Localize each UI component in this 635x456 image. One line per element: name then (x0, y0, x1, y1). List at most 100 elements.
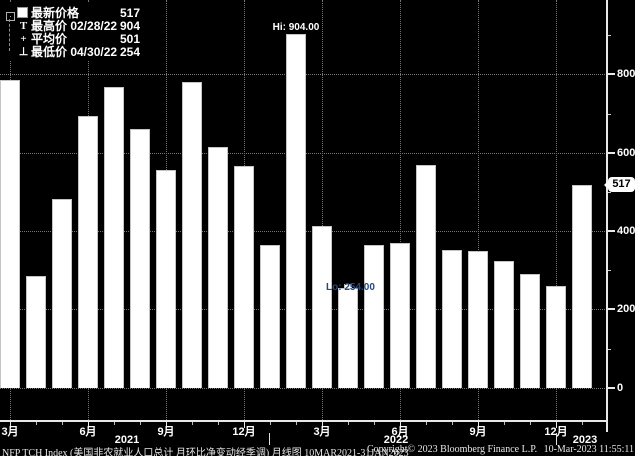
x-axis-tick-0 (10, 420, 11, 428)
x-axis-tick-5 (140, 420, 141, 425)
bar-2021-08[interactable] (130, 128, 150, 388)
legend-label: 最高价 02/28/22 (31, 19, 118, 33)
y-axis-label-200: 200 (617, 303, 635, 316)
legend-label: 最新价格 (31, 6, 80, 20)
average-marker-icon: + (20, 32, 27, 45)
bar-2022-12[interactable] (546, 285, 566, 388)
last-price-tag-value: 517 (612, 178, 631, 191)
x-axis-label-12: 3月 (313, 426, 331, 438)
bar-2021-04[interactable] (26, 276, 46, 388)
x-axis-tick-11 (296, 420, 297, 425)
legend-value: 501 (119, 31, 140, 46)
y-axis-minor-tick-700 (606, 113, 611, 115)
x-axis-label-6: 9月 (157, 426, 175, 438)
bar-2021-11[interactable] (208, 147, 228, 388)
x-axis-line (0, 420, 608, 422)
x-axis-tick-13 (348, 420, 349, 425)
last-price-tag: 517 (604, 177, 635, 193)
legend-label: 最低价 04/30/22 (31, 45, 118, 59)
bar-2023-01[interactable] (572, 185, 592, 388)
footer: NFP TCH Index (美国非农就业人口总计 月环比净变动经季调) 月线图… (0, 444, 635, 456)
low-annotation: Lo: 254.00 (326, 282, 375, 294)
x-axis-tick-20 (530, 420, 531, 425)
low-marker-icon: ⊥ (18, 46, 29, 58)
x-axis-tick-3 (88, 420, 89, 428)
x-axis-tick-1 (36, 420, 37, 425)
x-axis-label-18: 9月 (469, 426, 487, 438)
x-axis-label-0: 3月 (1, 426, 19, 438)
y-axis-line (606, 0, 608, 432)
y-axis-label-800: 800 (617, 68, 635, 81)
legend-label: 平均价 (31, 32, 68, 46)
y-axis-tick-600 (606, 151, 615, 154)
bar-2022-10[interactable] (494, 260, 514, 388)
x-axis-label-3: 6月 (79, 426, 97, 438)
x-axis-tick-12 (322, 420, 323, 428)
footer-description: NFP TCH Index (美国非农就业人口总计 月环比净变动经季调) 月线图… (2, 448, 409, 456)
x-axis-tick-16 (426, 420, 427, 425)
legend-row-last-price[interactable]: 最新价格 517 (2, 5, 142, 20)
bar-2022-03[interactable] (312, 225, 332, 388)
bar-2022-02[interactable] (286, 33, 306, 388)
high-marker-icon: T (19, 19, 28, 32)
bar-2021-03[interactable] (0, 80, 20, 388)
bar-2021-09[interactable] (156, 169, 176, 388)
bar-2022-11[interactable] (520, 274, 540, 388)
x-axis-tick-21 (556, 420, 557, 428)
bar-2022-05[interactable] (364, 245, 384, 388)
y-axis-tick-800 (606, 73, 615, 76)
bar-2022-06[interactable] (390, 242, 410, 388)
x-axis-tick-14 (374, 420, 375, 425)
y-axis-minor-tick-900 (606, 35, 611, 37)
y-axis-minor-tick-100 (606, 348, 611, 350)
x-axis-tick-10 (270, 420, 271, 425)
y-axis-minor-tick-500 (606, 191, 611, 193)
bar-2021-06[interactable] (78, 116, 98, 388)
legend-value: 517 (119, 5, 140, 20)
grid-line-x-18 (478, 0, 479, 420)
bar-2022-07[interactable] (416, 165, 436, 388)
last-price-marker-icon (17, 7, 28, 18)
low-marker-nub (344, 284, 352, 290)
year-label-2021: 2021 (114, 434, 140, 446)
x-axis-tick-7 (192, 420, 193, 425)
legend-tree-rail (9, 19, 10, 51)
x-axis-label-21: 12月 (544, 426, 568, 438)
legend-row-high[interactable]: T 最高价 02/28/22 904 (2, 18, 142, 34)
year-label-2022: 2022 (383, 434, 409, 446)
bar-2022-08[interactable] (442, 249, 462, 388)
bar-2022-01[interactable] (260, 245, 280, 388)
year-label-2023: 2023 (572, 434, 598, 446)
y-axis-tick-200 (606, 308, 615, 311)
chart-legend: 最新价格 517 T 最高价 02/28/22 904 + 平均价 501 ⊥ … (2, 3, 144, 61)
y-axis-tick-400 (606, 230, 615, 233)
x-axis-tick-18 (478, 420, 479, 428)
legend-row-low[interactable]: ⊥ 最低价 04/30/22 254 (2, 45, 142, 60)
bar-2021-05[interactable] (52, 198, 72, 388)
grid-line-x-12 (322, 0, 323, 420)
legend-tree-toggle[interactable] (6, 12, 15, 21)
year-divider-0 (269, 433, 270, 445)
x-axis-tick-19 (504, 420, 505, 425)
bar-2021-07[interactable] (104, 86, 124, 388)
y-axis-tick-0 (606, 386, 615, 389)
bar-2021-12[interactable] (234, 166, 254, 388)
x-axis-tick-17 (452, 420, 453, 425)
bar-2022-04[interactable] (338, 288, 358, 388)
x-axis-tick-4 (114, 420, 115, 425)
y-axis-label-0: 0 (617, 381, 624, 394)
x-axis-label-9: 12月 (232, 426, 256, 438)
x-axis-tick-8 (218, 420, 219, 425)
bar-2022-09[interactable] (468, 250, 488, 388)
high-annotation: Hi: 904.00 (272, 21, 320, 33)
y-axis-label-600: 600 (617, 146, 635, 159)
legend-row-average[interactable]: + 平均价 501 (2, 31, 142, 47)
bar-2021-10[interactable] (182, 81, 202, 388)
x-axis-tick-22 (582, 420, 583, 425)
grid-line-x-21 (556, 0, 557, 420)
grid-line-y-0 (0, 387, 607, 389)
legend-value: 904 (119, 18, 140, 33)
x-axis-tick-9 (244, 420, 245, 428)
